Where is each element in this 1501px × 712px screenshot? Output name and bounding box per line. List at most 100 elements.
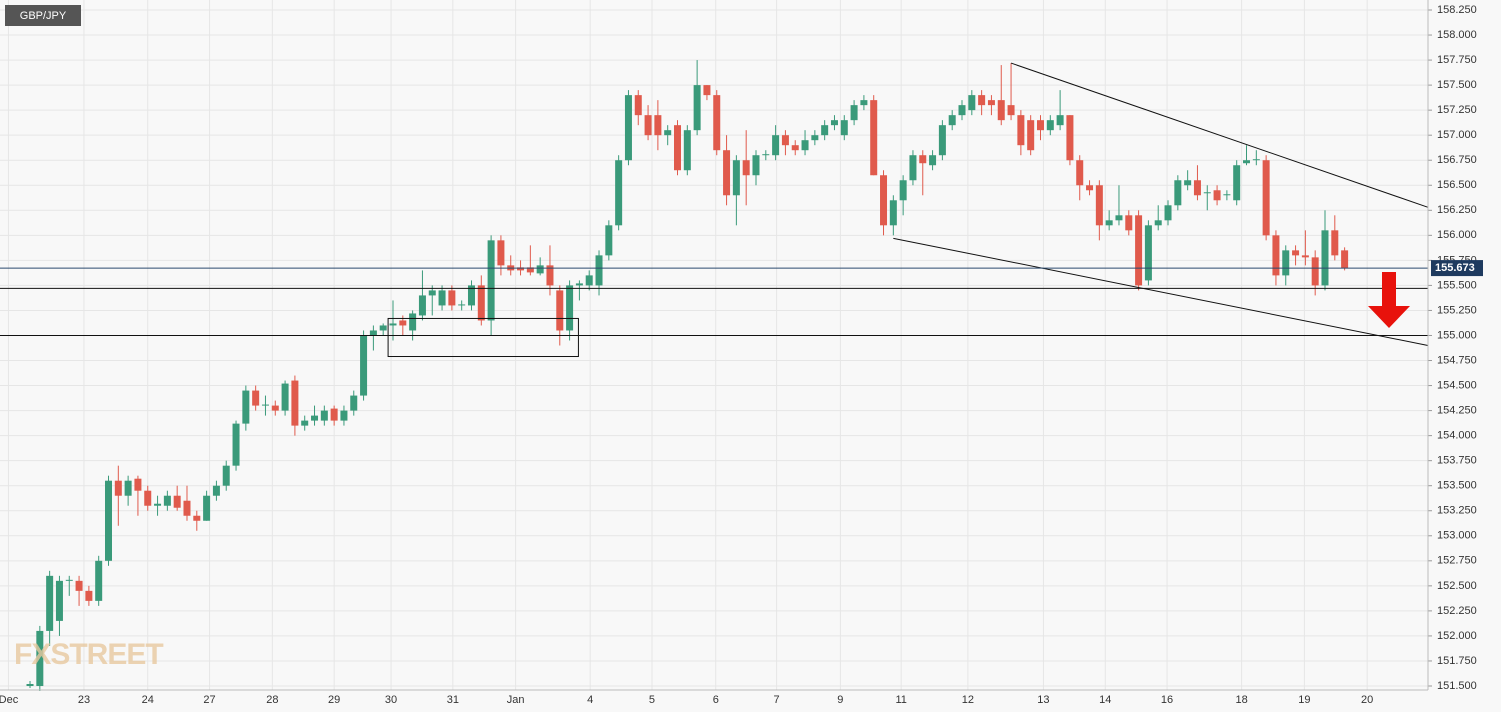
- candle-body: [742, 160, 750, 176]
- candle-body: [55, 580, 63, 621]
- candle-body: [664, 130, 672, 136]
- candle-body: [546, 265, 554, 286]
- y-tick-label: 154.750: [1437, 354, 1477, 366]
- y-tick-label: 151.500: [1437, 680, 1477, 692]
- last-price-badge: [1431, 260, 1483, 277]
- candle-body: [1282, 250, 1290, 276]
- x-tick-label: 13: [1037, 694, 1049, 706]
- candle-body: [1017, 115, 1025, 146]
- candle-body: [821, 125, 829, 136]
- candle-body: [458, 304, 466, 306]
- candle-body: [193, 515, 201, 521]
- candle-body: [1105, 220, 1113, 226]
- y-tick-label: 152.000: [1437, 630, 1477, 642]
- x-tick-label: 12: [962, 694, 974, 706]
- candle-body: [1125, 215, 1133, 231]
- y-tick-label: 152.750: [1437, 555, 1477, 567]
- candle-body: [448, 290, 456, 306]
- x-tick-label: 28: [266, 694, 278, 706]
- candle-body: [203, 495, 211, 521]
- x-tick-label: 14: [1099, 694, 1111, 706]
- candle-body: [1331, 230, 1339, 256]
- candle-body: [566, 285, 574, 331]
- candle-body: [1184, 180, 1192, 186]
- candle-body: [1193, 180, 1201, 196]
- candle-body: [183, 500, 191, 516]
- y-tick-label: 156.750: [1437, 154, 1477, 166]
- candle-body: [409, 313, 417, 331]
- candle-body: [1252, 159, 1260, 161]
- candle-body: [585, 275, 593, 286]
- candle-body: [1076, 160, 1084, 186]
- candle-body: [1086, 185, 1094, 191]
- candle-body: [232, 423, 240, 466]
- candle-body: [1095, 185, 1103, 226]
- y-tick-label: 158.250: [1437, 4, 1477, 16]
- candle-body: [1164, 205, 1172, 221]
- candle-body: [1341, 250, 1349, 269]
- candle-body: [1144, 225, 1152, 281]
- candle-body: [997, 100, 1005, 121]
- y-tick-label: 154.250: [1437, 404, 1477, 416]
- candle-body: [418, 295, 426, 316]
- candle-body: [1243, 160, 1251, 164]
- candle-body: [360, 335, 368, 396]
- candle-body: [1066, 115, 1074, 161]
- candle-body: [114, 480, 122, 496]
- candle-body: [477, 285, 485, 321]
- candle-body: [467, 285, 475, 306]
- candle-body: [595, 255, 603, 286]
- candle-body: [556, 290, 564, 331]
- candle-body: [281, 383, 289, 411]
- candle-body: [860, 100, 868, 106]
- y-tick-label: 157.000: [1437, 129, 1477, 141]
- x-tick-label: 19: [1298, 694, 1310, 706]
- candle-body: [1262, 160, 1270, 236]
- candle-body: [438, 290, 446, 306]
- candle-body: [26, 683, 34, 686]
- x-tick-label: 6: [713, 694, 719, 706]
- candle-body: [811, 135, 819, 141]
- candle-body: [134, 478, 142, 491]
- y-tick-label: 154.500: [1437, 379, 1477, 391]
- x-tick-label: 5: [649, 694, 655, 706]
- x-tick-label: 18: [1235, 694, 1247, 706]
- candle-body: [389, 323, 397, 326]
- x-tick-label: 27: [203, 694, 215, 706]
- y-tick-label: 153.500: [1437, 480, 1477, 492]
- candle-body: [428, 290, 436, 296]
- candle-body: [693, 85, 701, 131]
- candle-body: [801, 140, 809, 151]
- candle-body: [291, 380, 299, 426]
- candle-body: [938, 125, 946, 156]
- candle-body: [752, 155, 760, 176]
- y-tick-label: 154.000: [1437, 430, 1477, 442]
- candle-body: [301, 420, 309, 426]
- candle-body: [242, 390, 250, 424]
- candle-body: [575, 283, 583, 286]
- candle-body: [1213, 190, 1221, 201]
- candle-body: [526, 267, 534, 273]
- candle-body: [968, 95, 976, 111]
- candle-body: [791, 145, 799, 151]
- candle-body: [978, 95, 986, 106]
- last-price-label: 155.673: [1435, 262, 1475, 274]
- candle-body: [163, 495, 171, 506]
- candle-body: [1292, 250, 1300, 256]
- y-tick-label: 155.500: [1437, 279, 1477, 291]
- candle-body: [350, 395, 358, 411]
- candle-body: [154, 503, 162, 506]
- trend-line: [893, 237, 1429, 346]
- candle-body: [958, 105, 966, 116]
- candle-body: [987, 100, 995, 106]
- candle-body: [1203, 192, 1211, 194]
- candle-body: [723, 150, 731, 196]
- candle-body: [379, 325, 387, 331]
- candle-body: [75, 580, 83, 591]
- candle-body: [1233, 165, 1241, 201]
- candle-body: [1056, 115, 1064, 126]
- candle-body: [1272, 235, 1280, 276]
- candle-body: [252, 390, 260, 406]
